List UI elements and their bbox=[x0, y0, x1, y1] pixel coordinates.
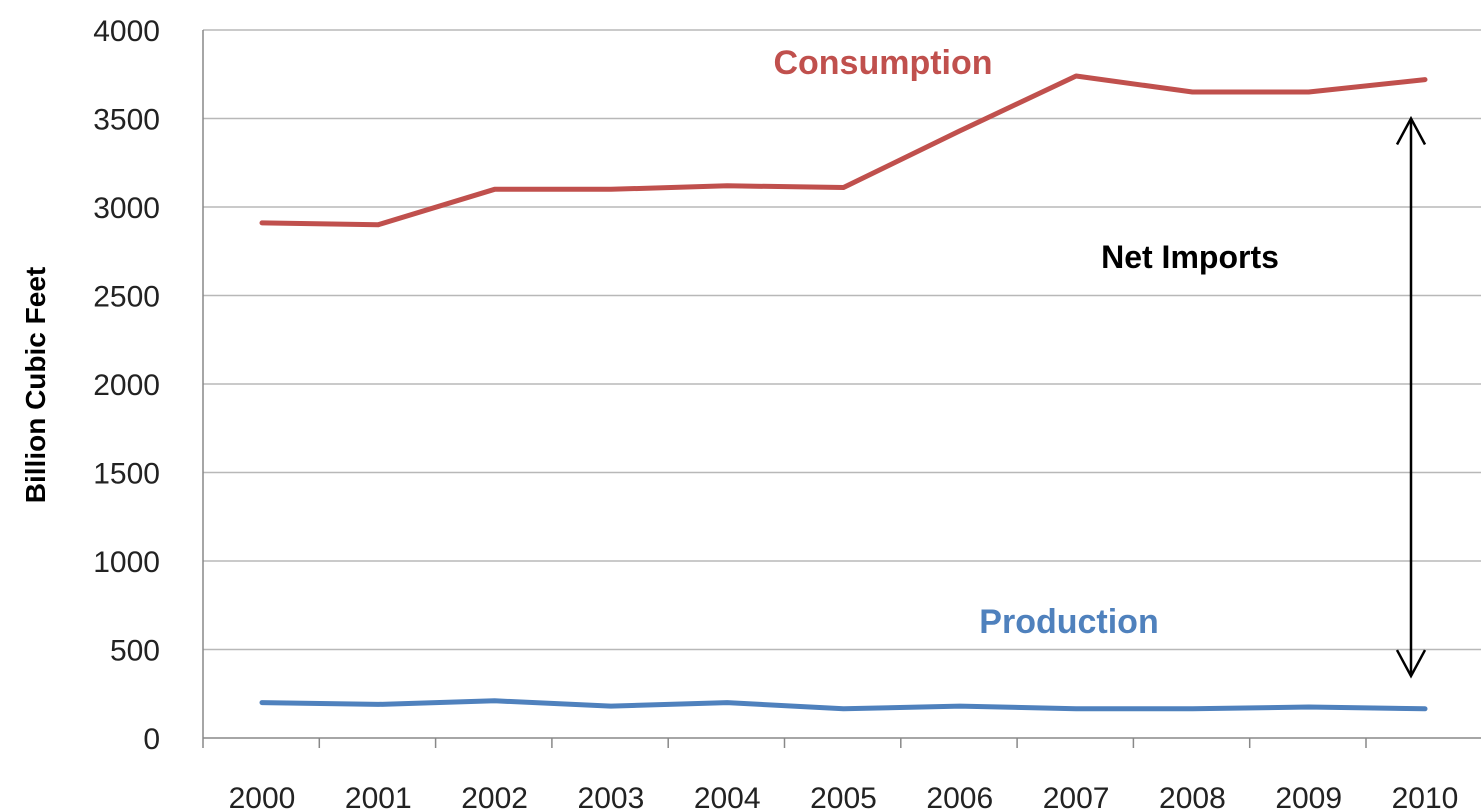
series-line-production bbox=[259, 698, 1428, 712]
y-axis-ticks: 0 500 1000 1500 2000 2500 3000 3500 4000 bbox=[93, 15, 160, 756]
net-imports-label: Net Imports bbox=[1101, 239, 1279, 275]
series-label-consumption: Consumption bbox=[773, 44, 992, 82]
series-line-consumption bbox=[259, 73, 1428, 228]
x-tick-label: 2007 bbox=[1043, 782, 1110, 811]
y-tick-label: 1000 bbox=[93, 546, 160, 579]
y-tick-label: 0 bbox=[143, 723, 160, 756]
y-tick-label: 3000 bbox=[93, 192, 160, 225]
series-label-production: Production bbox=[979, 603, 1158, 641]
x-tick-label: 2010 bbox=[1392, 782, 1459, 811]
x-tick-label: 2000 bbox=[229, 782, 296, 811]
y-tick-label: 500 bbox=[110, 635, 160, 668]
x-tick-label: 2004 bbox=[694, 782, 761, 811]
x-tick-label: 2001 bbox=[345, 782, 412, 811]
grid-lines bbox=[202, 29, 1481, 738]
net-imports-arrowhead-bottom bbox=[1395, 649, 1427, 679]
y-tick-label: 2500 bbox=[93, 281, 160, 314]
y-tick-label: 2000 bbox=[93, 369, 160, 402]
y-tick-label: 3500 bbox=[93, 104, 160, 137]
net-imports-arrowhead-top bbox=[1395, 115, 1427, 146]
x-tick-label: 2008 bbox=[1159, 782, 1226, 811]
x-tick-label: 2006 bbox=[926, 782, 993, 811]
series-lines bbox=[259, 73, 1428, 712]
x-tick-label: 2003 bbox=[578, 782, 645, 811]
y-tick-label: 1500 bbox=[93, 458, 160, 491]
y-tick-label: 4000 bbox=[93, 15, 160, 48]
y-axis-title: Billion Cubic Feet bbox=[20, 267, 51, 503]
x-tick-label: 2002 bbox=[461, 782, 528, 811]
x-tick-label: 2005 bbox=[810, 782, 877, 811]
x-tick-label: 2009 bbox=[1275, 782, 1342, 811]
net-imports-annotation: Net Imports bbox=[1101, 115, 1427, 679]
x-axis: 2000 2001 2002 2003 2004 2005 2006 2007 2008 2009… bbox=[202, 737, 1481, 811]
